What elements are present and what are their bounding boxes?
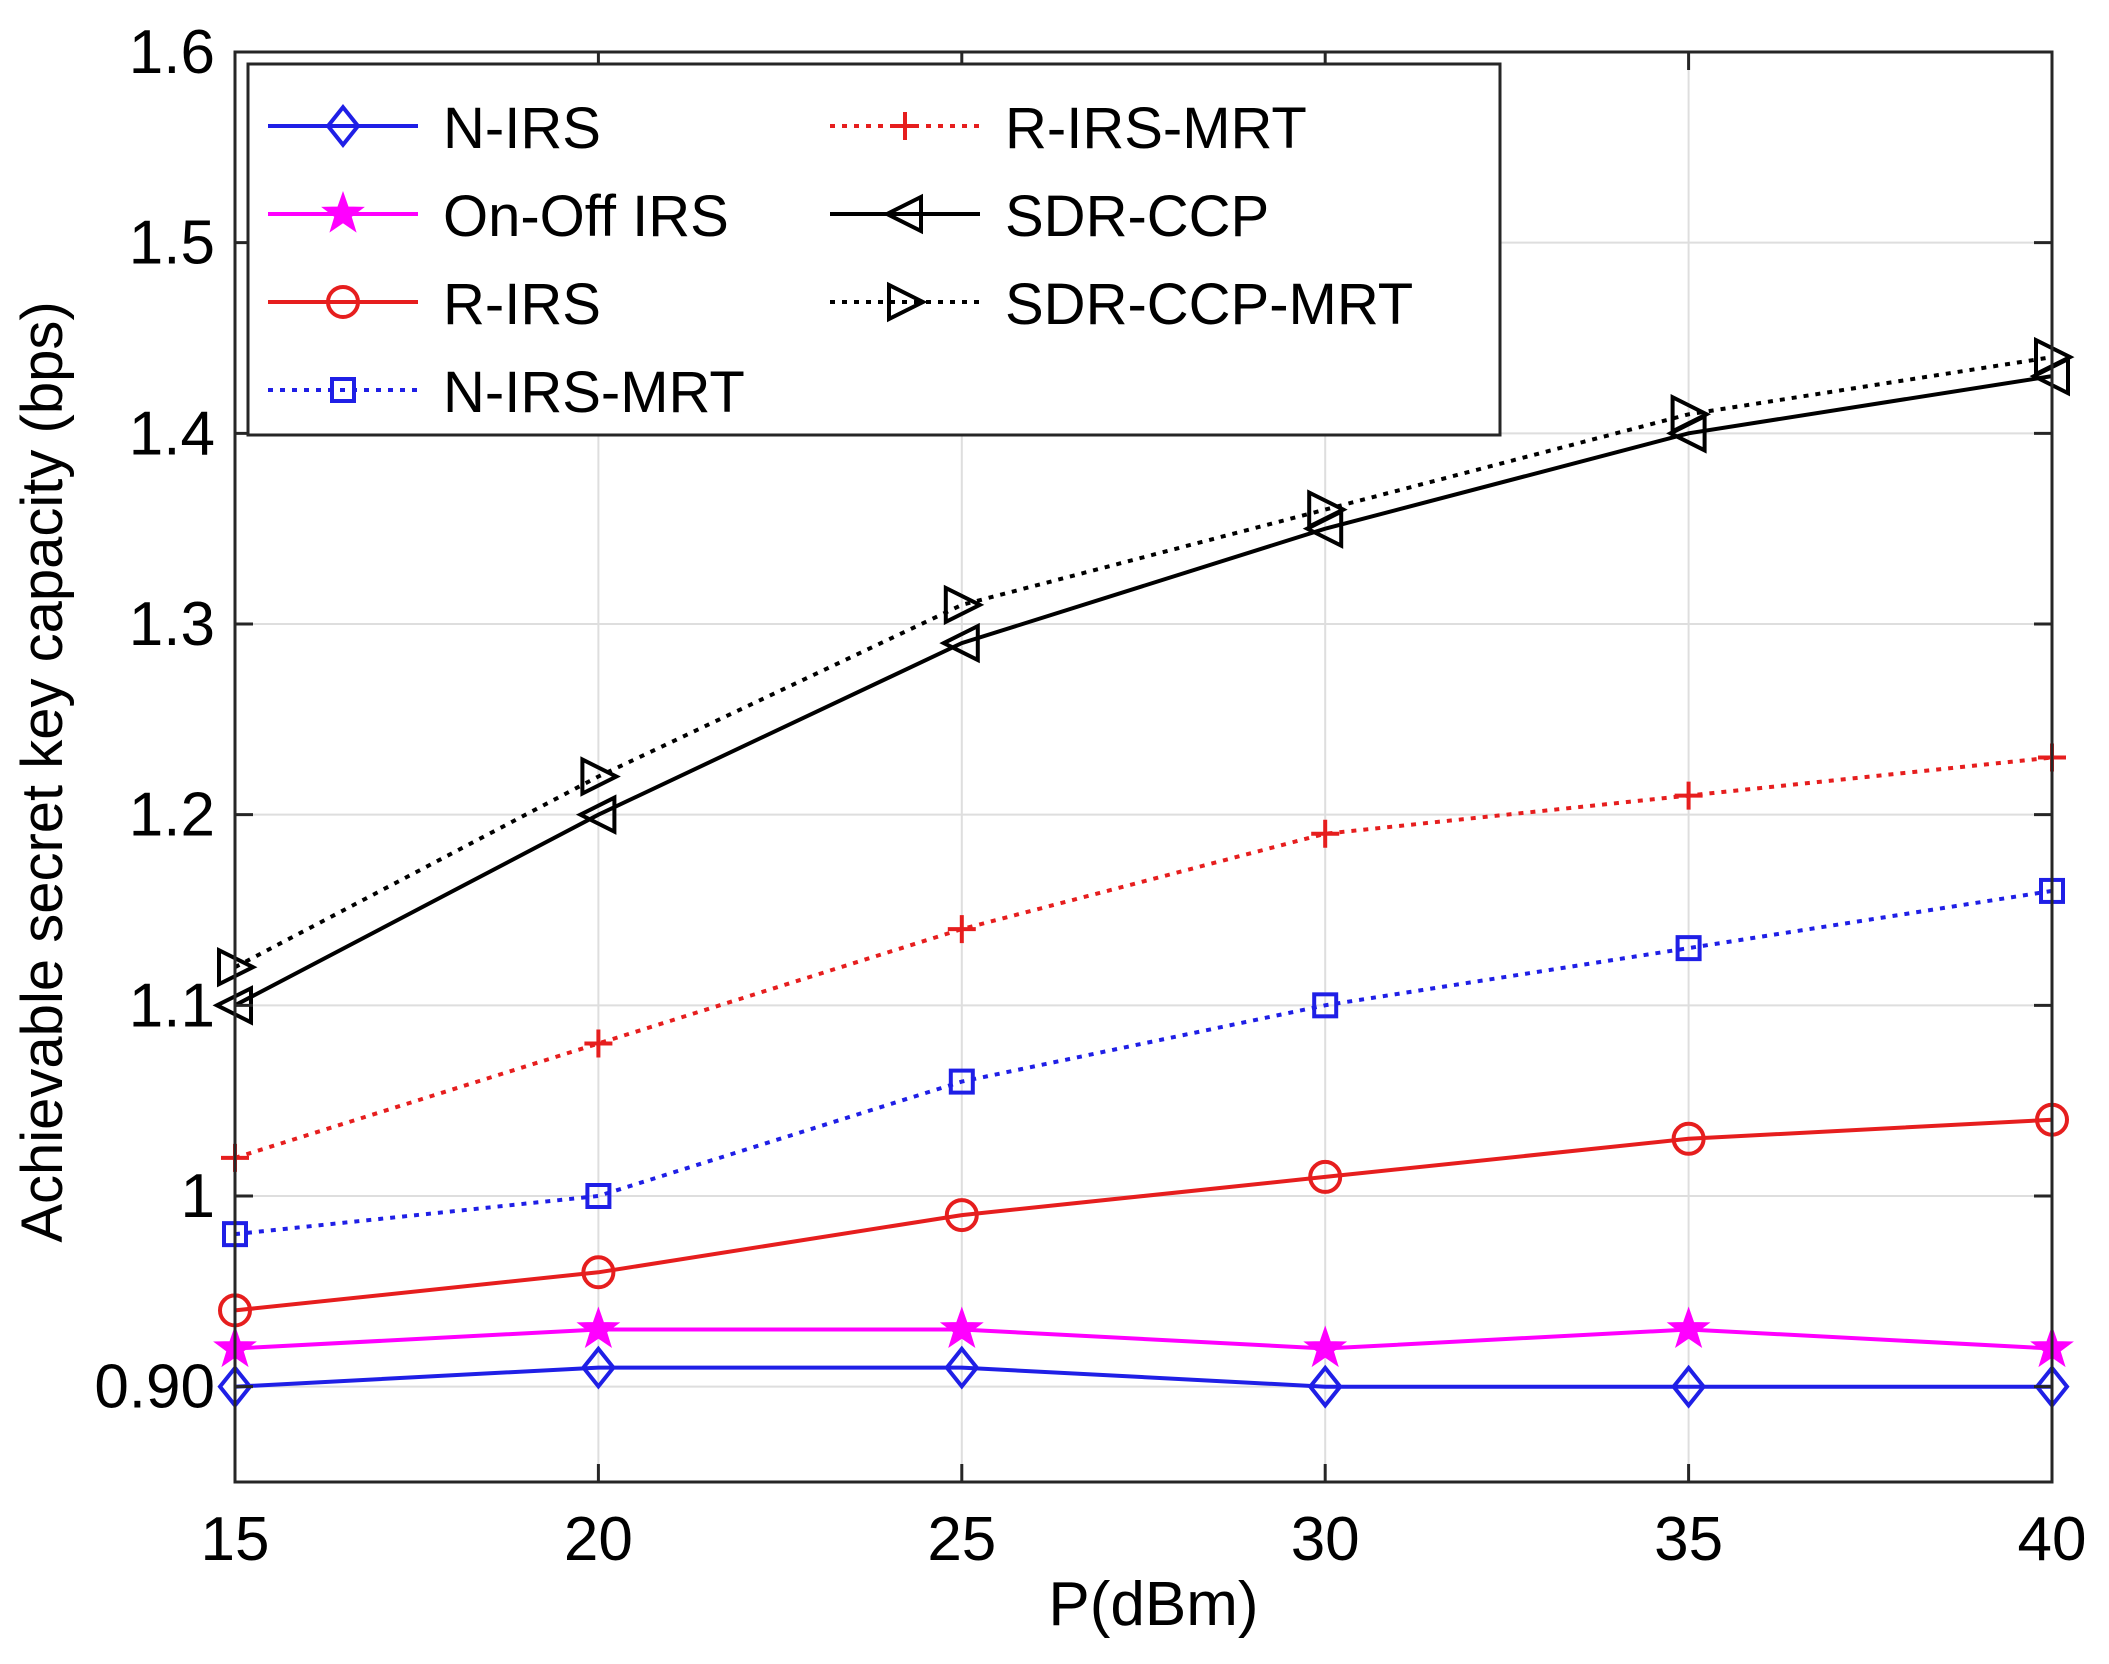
data-point (1674, 781, 1703, 810)
data-point (1670, 394, 1712, 435)
data-point (1307, 489, 1348, 530)
series-line (234, 355, 2053, 969)
series-line (234, 374, 2053, 1008)
x-tick-label: 40 (2018, 1505, 2087, 1574)
data-point (576, 1306, 621, 1349)
data-point (1308, 1159, 1343, 1194)
legend-marker (321, 190, 365, 233)
x-axis-label: P(dBm) (1048, 1570, 1258, 1639)
series-line (234, 1117, 2053, 1313)
legend-marker (326, 285, 360, 319)
series-line (234, 888, 2053, 1237)
series-line (234, 1327, 2053, 1351)
tick-labels: 15 20 25 30 35 40 0.90 1 1.1 1.2 1.3 1.4 1.5 1.6 (94, 18, 2086, 1574)
y-axis-label: Achievable secret key capacity (bps) (10, 301, 75, 1242)
legend-item: SDR-CCP (830, 184, 1269, 249)
legend-marker (891, 112, 919, 140)
legend: N-IRS On-Off IRS R-IRS N-IRS-MRT R-IRS-MRT SD… (246, 62, 1502, 437)
legend-item: N-IRS (268, 96, 601, 161)
series-group (212, 336, 2075, 1409)
legend-label: On-Off IRS (443, 184, 729, 249)
legend-box (246, 62, 1502, 437)
data-point (944, 1345, 980, 1390)
legend-marker (330, 377, 356, 403)
data-point (580, 1345, 616, 1390)
x-tick-label: 25 (927, 1505, 996, 1574)
legend-item: SDR-CCP-MRT (830, 272, 1413, 337)
legend-item: N-IRS-MRT (268, 360, 745, 425)
data-point (939, 622, 980, 664)
data-point (1303, 1325, 1348, 1368)
legend-item: R-IRS (268, 272, 601, 337)
data-point (1311, 819, 1340, 848)
y-tick-label: 0.90 (94, 1353, 215, 1422)
plot-frame (233, 50, 2054, 1484)
data-point (1666, 1306, 1711, 1349)
series-line (234, 755, 2053, 1160)
data-point (1675, 935, 1702, 962)
data-point (585, 1183, 612, 1209)
legend-label: SDR-CCP (1005, 184, 1269, 249)
series-line (234, 1365, 2052, 1389)
data-point (581, 1255, 616, 1290)
legend-label: N-IRS-MRT (443, 360, 745, 425)
x-tick-label: 20 (564, 1505, 633, 1574)
data-point (943, 584, 985, 626)
y-tick-label: 1.6 (129, 18, 215, 87)
legend-marker (325, 104, 361, 148)
data-point (575, 794, 617, 835)
legend-label: R-IRS (443, 272, 601, 337)
legend-item: R-IRS-MRT (830, 96, 1307, 161)
legend-label: R-IRS-MRT (1005, 96, 1307, 161)
data-point (1671, 1121, 1706, 1156)
legend-item: On-Off IRS (268, 184, 729, 249)
legend-marker (887, 281, 928, 323)
y-tick-label: 1.1 (129, 971, 215, 1040)
data-point (584, 1029, 613, 1058)
y-tick-label: 1.5 (129, 209, 215, 278)
legend-label: N-IRS (443, 96, 601, 161)
x-tick-label: 15 (201, 1505, 270, 1574)
data-point (1671, 1364, 1707, 1409)
y-tick-label: 1.4 (129, 399, 215, 468)
data-point (948, 1068, 975, 1095)
series-n-irs (217, 1345, 2070, 1409)
legend-label: SDR-CCP-MRT (1005, 272, 1413, 337)
data-point (1312, 992, 1339, 1019)
y-tick-label: 1.3 (129, 590, 215, 659)
data-point (944, 1198, 979, 1233)
series-n-irs-mrt (222, 877, 2065, 1248)
y-tick-label: 1.2 (129, 781, 215, 850)
data-point (1307, 1364, 1343, 1409)
series-r-irs (218, 1102, 2069, 1328)
legend-marker (882, 193, 923, 235)
data-point (939, 1306, 984, 1349)
y-tick-label: 1 (181, 1162, 215, 1231)
x-tick-label: 30 (1291, 1505, 1360, 1574)
x-tick-label: 35 (1654, 1505, 1723, 1574)
data-point (947, 915, 976, 944)
data-point (580, 756, 621, 797)
